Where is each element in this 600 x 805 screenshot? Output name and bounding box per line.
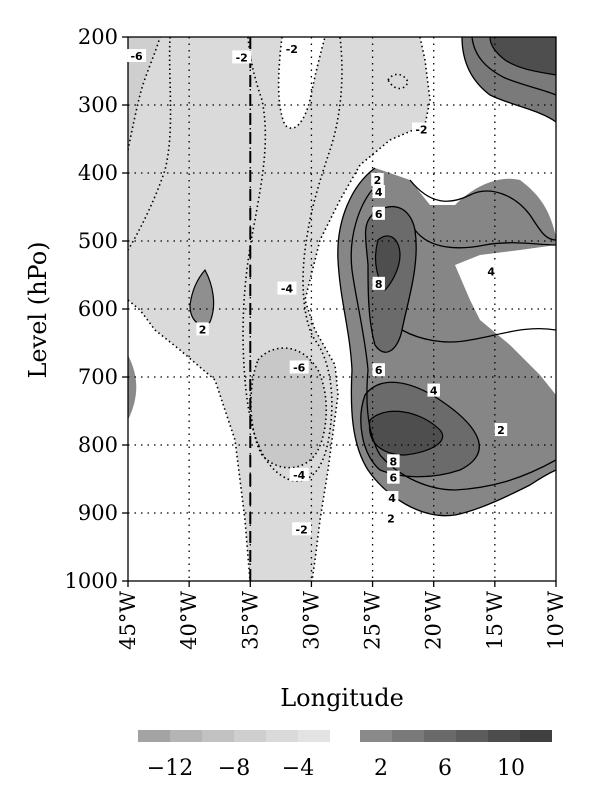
colorbar-tick-label: 6	[438, 756, 452, 781]
contour-label-bg	[385, 491, 399, 505]
contour-label: -2	[236, 51, 248, 64]
positive-blob	[189, 268, 215, 326]
colorbar-tick-label: −4	[282, 756, 314, 781]
contour-label-bg	[372, 276, 385, 290]
contour-label: 2	[374, 174, 382, 187]
contour-label: 4	[388, 492, 396, 505]
contour-label: 2	[387, 512, 395, 525]
gap-region	[278, 37, 325, 129]
contour-label: 2	[199, 323, 207, 336]
colorbar-swatch-positive	[456, 730, 488, 742]
colorbar-swatch-positive	[520, 730, 552, 742]
colorbar-tick-label: −8	[218, 756, 250, 781]
colorbar-swatch-positive	[488, 730, 520, 742]
colorbar-tick-label: 10	[497, 756, 525, 781]
colorbar-swatch-positive	[360, 730, 392, 742]
contour-label: 6	[375, 364, 383, 377]
contour-label: -4	[281, 283, 294, 296]
contour-label: 6	[375, 208, 383, 221]
colorbar-tick-label: 2	[374, 756, 388, 781]
y-tick-label: 500	[78, 229, 118, 253]
colorbar-swatch-negative	[202, 730, 234, 742]
colorbar-tick-label: −12	[147, 756, 193, 781]
y-tick-label: 700	[78, 365, 118, 389]
colorbar-swatch-negative	[138, 730, 170, 742]
contour-label-bg	[372, 363, 385, 377]
positive-contours	[337, 37, 556, 517]
contour-label: -2	[415, 123, 427, 136]
contour-label-bg	[372, 206, 385, 220]
contour-label-bg	[484, 264, 498, 278]
negative-core	[250, 348, 327, 468]
y-tick-label: 1000	[65, 569, 118, 593]
contour-label-bg	[289, 467, 309, 481]
y-axis-label: Level (hPo)	[24, 241, 52, 378]
y-tick-label: 800	[78, 433, 118, 457]
colorbar-swatch-negative	[266, 730, 298, 742]
y-tick-label: 600	[78, 297, 118, 321]
contour-label: -2	[286, 43, 298, 56]
edge-region-left	[128, 355, 137, 420]
contour-label-bg	[411, 122, 431, 136]
contour-label: 8	[390, 455, 398, 468]
contour-fields	[128, 37, 556, 581]
y-tick-label: 900	[78, 501, 118, 525]
contour-label-bg	[282, 42, 302, 56]
y-tick-label: 300	[78, 93, 118, 117]
x-tick-label: 45°W	[116, 591, 140, 650]
contour-label: -6	[293, 361, 306, 374]
x-tick-label: 25°W	[361, 591, 385, 650]
x-tick-label: 30°W	[299, 591, 323, 650]
x-tick-label: 15°W	[483, 591, 507, 650]
contour-label: 2	[497, 424, 505, 437]
y-tick-label: 200	[78, 25, 118, 49]
contour-label: -6	[130, 50, 143, 63]
contour-label-bg	[127, 49, 147, 63]
contour-label-bg	[372, 185, 385, 199]
positive-core-upper-max	[374, 235, 401, 291]
contour-label: 6	[390, 472, 398, 485]
contour-label-bg	[196, 322, 209, 336]
contour-label-bg	[387, 454, 400, 468]
negative-region-topleft	[128, 37, 160, 150]
contour-label: 4	[375, 186, 383, 199]
contour-label-bg	[387, 470, 400, 484]
contour-label-bg	[232, 50, 252, 64]
contour-label-bg	[277, 281, 297, 295]
x-tick-label: 10°W	[544, 591, 568, 650]
colorbar-swatch-negative	[234, 730, 266, 742]
contour-label: 8	[375, 278, 383, 291]
x-tick-label: 35°W	[238, 591, 262, 650]
negative-contours	[128, 37, 431, 581]
contour-label-bg	[292, 522, 312, 536]
colorbar-swatch-positive	[392, 730, 424, 742]
contour-label: -2	[296, 523, 308, 536]
colorbar-swatch-positive	[424, 730, 456, 742]
contour-label-bg	[494, 423, 508, 437]
contour-label-bg	[371, 172, 384, 186]
contour-label: -4	[293, 469, 306, 482]
contour-label-bg	[384, 511, 398, 525]
contour-label-bg	[289, 360, 309, 374]
x-tick-label: 20°W	[422, 591, 446, 650]
y-tick-label: 400	[78, 161, 118, 185]
x-tick-label: 40°W	[177, 591, 201, 650]
contour-label-bg	[427, 383, 440, 397]
contour-label: 4	[487, 266, 495, 279]
contour-label: 4	[430, 385, 438, 398]
colorbar: −12 −8 −4 2 6 10	[138, 730, 552, 781]
x-axis-label: Longitude	[280, 684, 404, 712]
positive-core-lower-max	[368, 410, 443, 456]
colorbar-swatch-negative	[170, 730, 202, 742]
colorbar-swatch-negative	[298, 730, 330, 742]
positive-region-topright-core	[489, 37, 556, 76]
